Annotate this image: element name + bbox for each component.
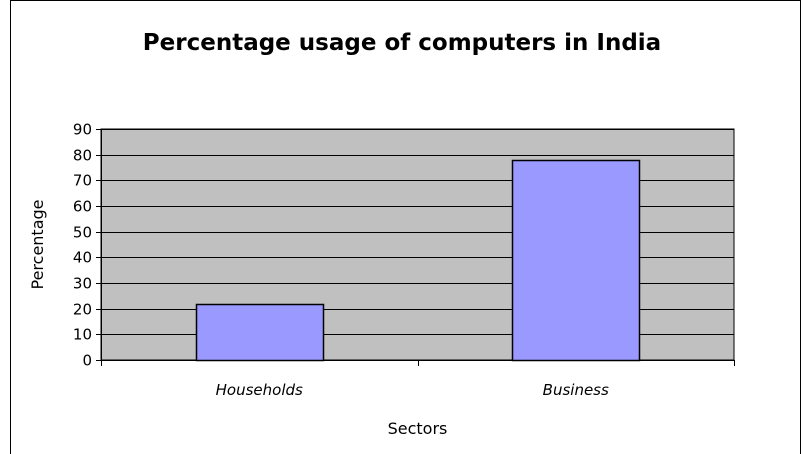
bars <box>195 159 641 362</box>
y-tick-labels: 0 10 20 30 40 50 60 70 80 90 <box>73 121 92 370</box>
bar-business <box>511 159 641 362</box>
y-tick-label: 0 <box>82 352 92 370</box>
bar-households <box>195 303 325 362</box>
y-tick-label: 80 <box>73 147 92 165</box>
x-category-label: Business <box>543 381 609 399</box>
y-tick-label: 20 <box>73 301 92 319</box>
y-tick-label: 10 <box>73 326 92 344</box>
y-axis-title: Percentage <box>28 199 47 289</box>
y-tick-label: 70 <box>73 172 92 190</box>
y-tick-label: 30 <box>73 275 92 293</box>
y-tick-label: 50 <box>73 224 92 242</box>
axes <box>96 129 735 366</box>
x-category-label: Households <box>216 381 303 399</box>
chart-title: Percentage usage of computers in India <box>142 30 662 56</box>
x-category-labels: Households Business <box>216 381 609 399</box>
y-tick-label: 90 <box>73 121 92 139</box>
y-tick-label: 40 <box>73 249 92 267</box>
x-axis-title: Sectors <box>388 419 448 438</box>
y-tick-label: 60 <box>73 198 92 216</box>
